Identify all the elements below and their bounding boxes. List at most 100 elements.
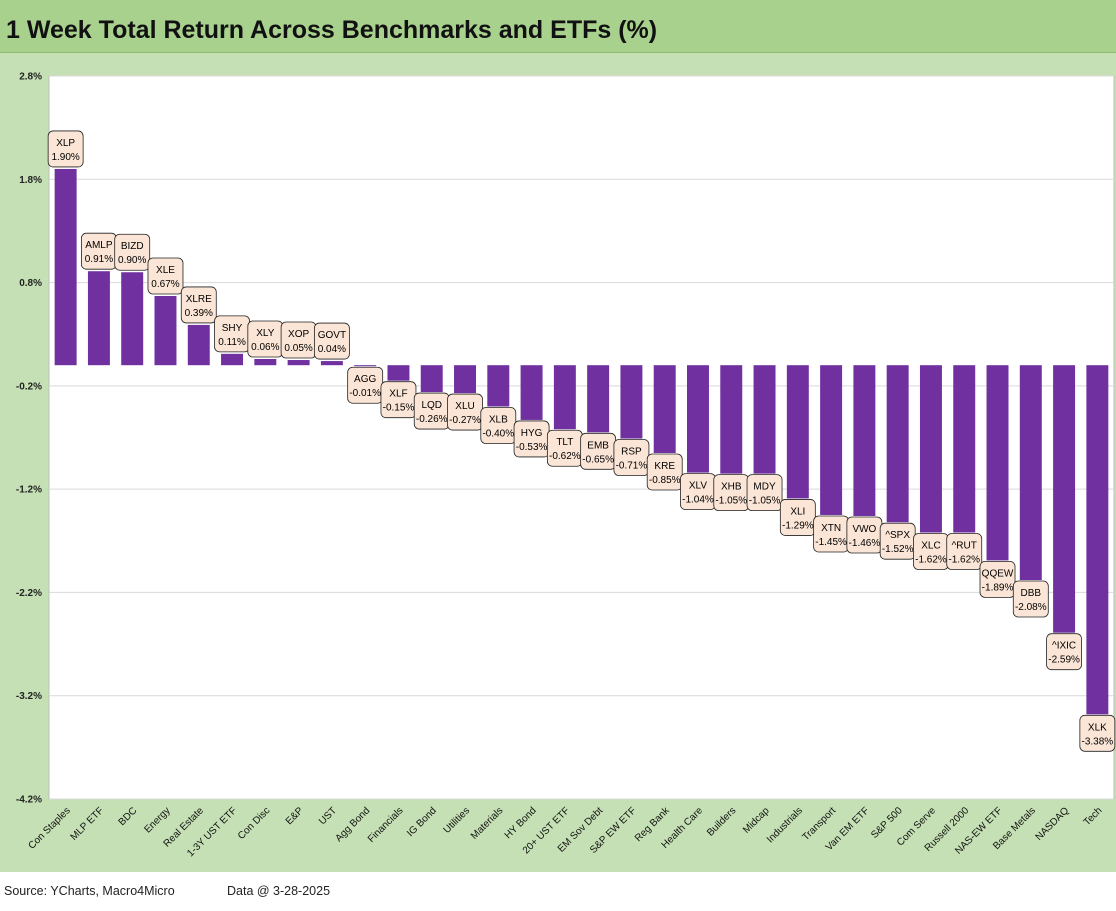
- data-label-value: 0.04%: [318, 344, 346, 355]
- data-label-value: -0.27%: [449, 415, 481, 426]
- bar: [221, 353, 244, 366]
- data-label-value: -1.62%: [915, 555, 947, 566]
- data-label-value: -1.62%: [948, 555, 980, 566]
- data-label-box: [114, 233, 151, 271]
- footer: Source: YCharts, Macro4Micro Data @ 3-28…: [0, 872, 1116, 911]
- data-label-value: -3.38%: [1082, 736, 1114, 747]
- data-label-value: 0.91%: [85, 254, 113, 265]
- x-category-label: Midcap: [741, 805, 772, 836]
- bar: [953, 365, 976, 533]
- data-label-ticker: XHB: [721, 482, 742, 493]
- data-label: SHY 0.11%: [214, 315, 250, 353]
- data-label-ticker: XLE: [156, 265, 175, 276]
- data-label-ticker: AMLP: [85, 240, 113, 251]
- bar-chart: 2.8% 1.8% 0.8% -0.2% -1.2% -2.2% -3.2% -4.2% Co…: [16, 72, 1116, 860]
- x-category-label: UST: [317, 805, 339, 827]
- data-label-value: -1.46%: [849, 538, 881, 549]
- bar: [919, 365, 942, 533]
- data-label-ticker: BIZD: [121, 241, 144, 252]
- bar: [354, 365, 377, 367]
- bar: [154, 295, 177, 366]
- data-label-value: 1.90%: [51, 152, 79, 163]
- data-label-box: [1046, 633, 1082, 671]
- bar: [387, 365, 410, 381]
- data-label-ticker: VWO: [852, 524, 876, 535]
- data-label-value: -0.01%: [349, 388, 381, 399]
- data-label-value: -0.15%: [383, 403, 415, 414]
- data-label: QQEW -1.89%: [979, 561, 1016, 598]
- x-category-label: MLP ETF: [69, 805, 107, 843]
- bar: [187, 324, 210, 366]
- data-label-value: -0.62%: [549, 451, 581, 462]
- data-label-box: [1079, 714, 1116, 752]
- bar: [786, 365, 809, 499]
- data-label-ticker: SHY: [222, 323, 243, 334]
- x-category-label: NASDAQ: [1034, 805, 1072, 843]
- data-label-ticker: ^IXIC: [1052, 641, 1076, 652]
- data-label-ticker: XLK: [1088, 722, 1107, 733]
- data-label: ^SPX -1.52%: [879, 522, 916, 560]
- data-label-ticker: EMB: [587, 440, 609, 451]
- data-label-ticker: XOP: [288, 329, 309, 340]
- y-tick-label: 2.8%: [19, 72, 42, 83]
- data-label: XLY 0.06%: [247, 320, 284, 358]
- data-label-value: -1.05%: [749, 496, 781, 507]
- data-label-ticker: ^SPX: [885, 530, 910, 541]
- bar: [320, 361, 343, 366]
- data-label: EMB -0.65%: [580, 432, 617, 470]
- data-label: AGG -0.01%: [347, 366, 384, 404]
- data-label: XOP 0.05%: [280, 321, 317, 359]
- bar: [1019, 365, 1042, 581]
- y-tick-label: -2.2%: [16, 588, 42, 599]
- x-category-label: Energy: [142, 805, 172, 835]
- data-label-box: [147, 257, 184, 295]
- data-label-ticker: XLB: [489, 415, 508, 426]
- x-category-label: Con Staples: [26, 805, 72, 851]
- data-label-ticker: XLC: [921, 541, 940, 552]
- bar: [54, 168, 77, 366]
- data-label: KRE -0.85%: [646, 453, 683, 491]
- bar: [653, 365, 676, 453]
- x-category-label: Tech: [1082, 805, 1105, 828]
- data-label-value: 0.05%: [284, 343, 312, 354]
- data-date-note: Data @ 3-28-2025: [227, 884, 331, 898]
- data-label-box: [47, 130, 84, 168]
- x-category-label: Con Disc: [236, 805, 272, 841]
- bar: [254, 359, 277, 366]
- y-tick-label: -4.2%: [16, 795, 42, 806]
- data-label-ticker: TLT: [556, 437, 573, 448]
- data-label-ticker: XLRE: [186, 294, 212, 305]
- data-label-value: -1.89%: [982, 582, 1014, 593]
- data-label-value: -2.59%: [1048, 655, 1080, 666]
- y-tick-label: -0.2%: [16, 381, 42, 392]
- bar: [587, 365, 610, 433]
- data-label-ticker: MDY: [753, 482, 776, 493]
- bar: [820, 365, 843, 515]
- data-label-value: -2.08%: [1015, 602, 1047, 613]
- bars: [54, 168, 1109, 715]
- data-label-ticker: XTN: [821, 523, 841, 534]
- data-label-ticker: XLU: [455, 401, 474, 412]
- data-label: XLRE 0.39%: [180, 286, 217, 324]
- data-label-value: -0.65%: [582, 454, 614, 465]
- bar: [553, 365, 576, 430]
- data-label-box: [180, 286, 217, 324]
- data-labels: XLP 1.90% AMLP 0.91% BIZD 0.90% XLE 0.67% XLRE 0.…: [47, 130, 1116, 752]
- source-note: Source: YCharts, Macro4Micro: [4, 884, 175, 898]
- y-tick-label: 0.8%: [19, 278, 42, 289]
- bar: [121, 272, 144, 366]
- bar: [454, 365, 476, 394]
- y-tick-label: -3.2%: [16, 691, 42, 702]
- data-label: AMLP 0.91%: [81, 232, 117, 270]
- data-label: RSP -0.71%: [613, 439, 650, 476]
- data-label-box: [979, 561, 1016, 598]
- data-label-ticker: XLV: [689, 481, 707, 492]
- data-label-box: [313, 322, 350, 360]
- y-tick-label: -1.2%: [16, 485, 42, 496]
- data-label: BIZD 0.90%: [114, 233, 151, 271]
- data-label: ^IXIC -2.59%: [1046, 633, 1082, 671]
- data-label: XLV -1.04%: [680, 473, 716, 511]
- bar: [753, 365, 776, 474]
- data-label-ticker: XLY: [256, 328, 274, 339]
